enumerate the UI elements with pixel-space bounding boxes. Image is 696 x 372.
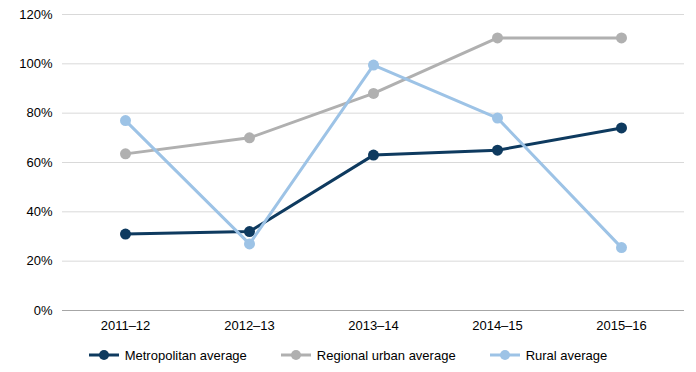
svg-text:20%: 20% [26, 253, 52, 268]
html-text:Regional urban average: Regional urban average [316, 347, 456, 363]
html-text:Rural average: Rural average [525, 347, 608, 363]
svg-text:100%: 100% [19, 56, 53, 71]
html-text:Metropolitan average: Metropolitan average [124, 347, 247, 363]
svg-text:2011–12: 2011–12 [101, 318, 151, 333]
svg-text:2015–16: 2015–16 [596, 318, 647, 333]
svg-text:80%: 80% [26, 105, 52, 120]
svg-text:60%: 60% [26, 155, 52, 170]
svg-text:2014–15: 2014–15 [472, 318, 523, 333]
svg-text:120%: 120% [19, 7, 53, 22]
svg-text:2012–13: 2012–13 [224, 318, 275, 333]
svg-text:0%: 0% [34, 303, 53, 318]
svg-text:40%: 40% [26, 204, 52, 219]
svg-text:2013–14: 2013–14 [348, 318, 399, 333]
